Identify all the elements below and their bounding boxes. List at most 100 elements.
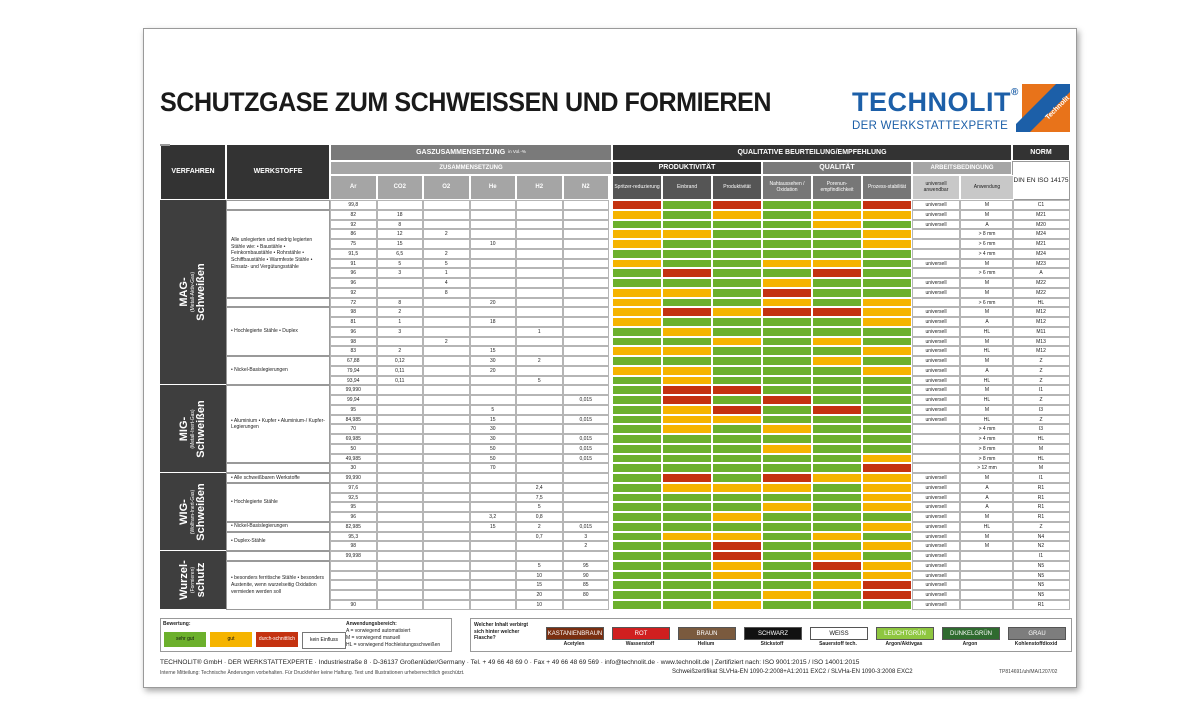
rating-cell bbox=[862, 209, 912, 220]
gas-cell bbox=[469, 307, 516, 317]
rating-cell bbox=[712, 326, 762, 337]
gas-cell bbox=[423, 375, 470, 386]
rating-cell bbox=[612, 541, 662, 551]
rating-cell bbox=[612, 385, 662, 395]
rating-cell bbox=[812, 317, 862, 327]
rating-cell bbox=[762, 404, 812, 415]
gas-cell bbox=[376, 287, 423, 298]
universell-cell bbox=[912, 424, 960, 434]
rating-cell bbox=[662, 317, 712, 327]
gas-cell bbox=[562, 385, 609, 395]
anwendung-cell: M bbox=[960, 336, 1014, 347]
legend-cap-gas: Stickstoff bbox=[760, 641, 784, 647]
rating-cell bbox=[612, 239, 662, 249]
rating-cell bbox=[662, 307, 712, 317]
gas-cell bbox=[516, 541, 563, 551]
gas-cell bbox=[423, 570, 470, 581]
norm-cell: Z bbox=[1012, 395, 1070, 405]
gas-cell: 15 bbox=[469, 414, 516, 425]
norm-cell: Z bbox=[1012, 414, 1070, 425]
gas-cell: 4 bbox=[423, 278, 470, 288]
norm-cell: M bbox=[1012, 443, 1070, 454]
universell-cell bbox=[912, 268, 960, 278]
gas-cell: 85 bbox=[562, 580, 609, 590]
material-group: • Hochlegierte Stähle bbox=[226, 482, 330, 522]
rating-cell bbox=[762, 248, 812, 259]
universell-cell bbox=[912, 434, 960, 444]
gas-cell bbox=[376, 424, 423, 434]
gas-cell bbox=[516, 307, 563, 317]
gas-cell bbox=[516, 209, 563, 220]
rating-cell bbox=[862, 356, 912, 366]
universell-cell: universell bbox=[912, 521, 960, 532]
gas-cell bbox=[469, 580, 516, 590]
gas-cell bbox=[376, 599, 423, 610]
legend-anwendung-title: Anwendungsbereich: bbox=[346, 621, 397, 627]
gas-cell bbox=[562, 424, 609, 434]
gas-cell bbox=[469, 560, 516, 571]
gas-cell: 2 bbox=[562, 541, 609, 551]
gas-cell bbox=[469, 492, 516, 503]
rating-cell bbox=[712, 434, 762, 444]
legend-ratings-box bbox=[160, 618, 452, 652]
universell-cell: universell bbox=[912, 570, 960, 581]
rating-cell bbox=[662, 219, 712, 230]
rating-cell bbox=[812, 590, 862, 600]
universell-cell: universell bbox=[912, 307, 960, 317]
rating-cell bbox=[712, 307, 762, 317]
rating-cell bbox=[662, 512, 712, 522]
gas-cell: 84,985 bbox=[330, 414, 377, 425]
universell-cell: universell bbox=[912, 541, 960, 551]
rating-cell bbox=[612, 248, 662, 259]
rating-cell bbox=[612, 492, 662, 503]
rating-cell bbox=[612, 395, 662, 405]
anwendung-cell: M bbox=[960, 531, 1014, 542]
rating-cell bbox=[812, 424, 862, 434]
rating-cell bbox=[712, 297, 762, 308]
rating-cell bbox=[862, 453, 912, 464]
gas-cell bbox=[562, 239, 609, 249]
gas-cell: 5 bbox=[469, 404, 516, 415]
gas-cell: 99,8 bbox=[330, 200, 377, 210]
universell-cell: universell bbox=[912, 375, 960, 386]
gas-cell: 92,5 bbox=[330, 492, 377, 503]
rating-cell bbox=[862, 512, 912, 522]
rating-cell bbox=[812, 385, 862, 395]
rating-cell bbox=[812, 307, 862, 317]
rating-cell bbox=[812, 492, 862, 503]
rating-cell bbox=[662, 268, 712, 278]
rating-cell bbox=[612, 268, 662, 278]
rating-cell bbox=[712, 287, 762, 298]
gas-cell: 10 bbox=[469, 239, 516, 249]
anwendung-cell: > 6 mm bbox=[960, 239, 1014, 249]
gas-cell bbox=[562, 287, 609, 298]
rating-cell bbox=[762, 326, 812, 337]
rating-cell bbox=[862, 502, 912, 512]
rating-cell bbox=[862, 434, 912, 444]
rating-cell bbox=[862, 258, 912, 269]
rating-cell bbox=[762, 346, 812, 356]
rating-cell bbox=[762, 492, 812, 503]
legend-cap-gas: Helium bbox=[697, 641, 715, 647]
rating-cell bbox=[762, 385, 812, 395]
rating-cell bbox=[612, 482, 662, 493]
gas-cell bbox=[423, 580, 470, 590]
rating-cell bbox=[812, 453, 862, 464]
rating-cell bbox=[812, 239, 862, 249]
rating-cell bbox=[812, 463, 862, 473]
legend-rating-swatch: kein Einfluss bbox=[302, 632, 346, 649]
gas-cell bbox=[330, 560, 377, 571]
rating-cell bbox=[862, 414, 912, 425]
section-end: Schweißen bbox=[194, 263, 207, 321]
gas-cell bbox=[469, 541, 516, 551]
anwendung-cell: > 8 mm bbox=[960, 443, 1014, 454]
rating-cell bbox=[662, 297, 712, 308]
rating-cell bbox=[612, 219, 662, 230]
gas-cell: 50 bbox=[330, 443, 377, 454]
gas-cell: 8 bbox=[376, 297, 423, 308]
rating-cell bbox=[862, 317, 912, 327]
anwendung-cell bbox=[960, 560, 1014, 571]
anwendung-cell: M bbox=[960, 258, 1014, 269]
gas-cell bbox=[376, 443, 423, 454]
rating-cell bbox=[862, 239, 912, 249]
